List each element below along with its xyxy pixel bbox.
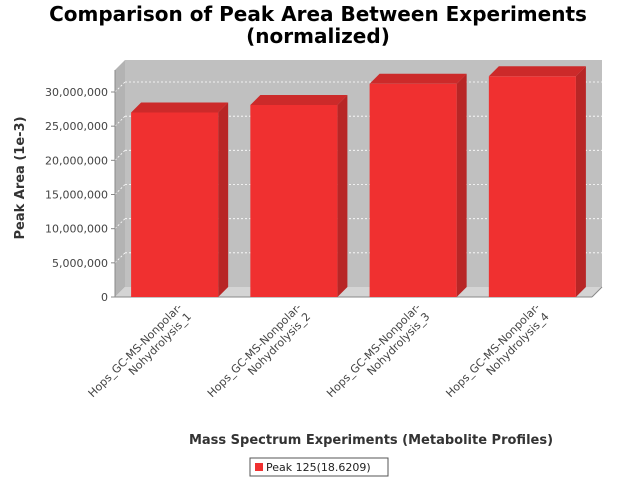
chart-title-line-1: Comparison of Peak Area Between Experime…: [49, 2, 587, 26]
bar: [488, 66, 586, 298]
bar-side: [337, 94, 348, 297]
y-tick-label: 15,000,000: [45, 189, 108, 202]
x-axis-title: Mass Spectrum Experiments (Metabolite Pr…: [189, 433, 553, 448]
y-tick-label: 20,000,000: [45, 154, 108, 167]
y-tick-label: 25,000,000: [45, 120, 108, 133]
plot-left-wall: [115, 60, 125, 297]
bar-top: [250, 94, 348, 105]
y-tick-label: 5,000,000: [52, 257, 108, 270]
chart-title-line-2: (normalized): [246, 24, 390, 48]
bar-top: [369, 73, 467, 84]
x-tick-label: Hops_GC-MS-Nonpolar-Nohydrolysis_1: [86, 301, 194, 400]
bar: [131, 102, 229, 297]
bar: [369, 73, 467, 297]
x-tick-label: Hops_GC-MS-Nonpolar-Nohydrolysis_4: [443, 301, 551, 400]
x-axis: Hops_GC-MS-Nonpolar-Nohydrolysis_1 Hops_G…: [86, 301, 552, 400]
legend-box: [249, 457, 389, 477]
x-tick-label-line-1: Hops_GC-MS-Nonpolar-: [205, 301, 304, 400]
floor-edge: [591, 286, 603, 298]
bar-front: [250, 104, 338, 297]
bars: [131, 66, 586, 298]
bar-side: [218, 102, 229, 297]
bar-side: [575, 66, 586, 298]
y-tick-label: 0: [101, 291, 108, 304]
bar-front: [369, 83, 457, 297]
x-tick-label: Hops_GC-MS-Nonpolar-Nohydrolysis_3: [324, 301, 432, 400]
plot-floor: [115, 287, 602, 297]
y-tick-label: 30,000,000: [45, 86, 108, 99]
bar-front: [131, 112, 219, 297]
bar-side: [456, 73, 467, 297]
legend: Peak 125(18.6209): [249, 457, 389, 477]
bar-top: [131, 102, 229, 113]
x-tick-label-line-1: Hops_GC-MS-Nonpolar-: [443, 301, 542, 400]
y-axis: 0 5,000,000 10,000,000 15,000,000 20,000,000…: [45, 70, 116, 304]
x-tick-label: Hops_GC-MS-Nonpolar-Nohydrolysis_2: [205, 301, 313, 400]
bar: [250, 94, 348, 297]
legend-swatch: [255, 463, 263, 471]
x-tick-label-line-1: Hops_GC-MS-Nonpolar-: [324, 301, 423, 400]
x-tick-label-line-1: Hops_GC-MS-Nonpolar-: [86, 301, 185, 400]
y-tick-label: 10,000,000: [45, 223, 108, 236]
legend-label: Peak 125(18.6209): [266, 461, 371, 474]
bar-front: [488, 76, 576, 298]
y-axis-title: Peak Area (1e-3): [13, 116, 28, 239]
bar-top: [488, 66, 586, 77]
